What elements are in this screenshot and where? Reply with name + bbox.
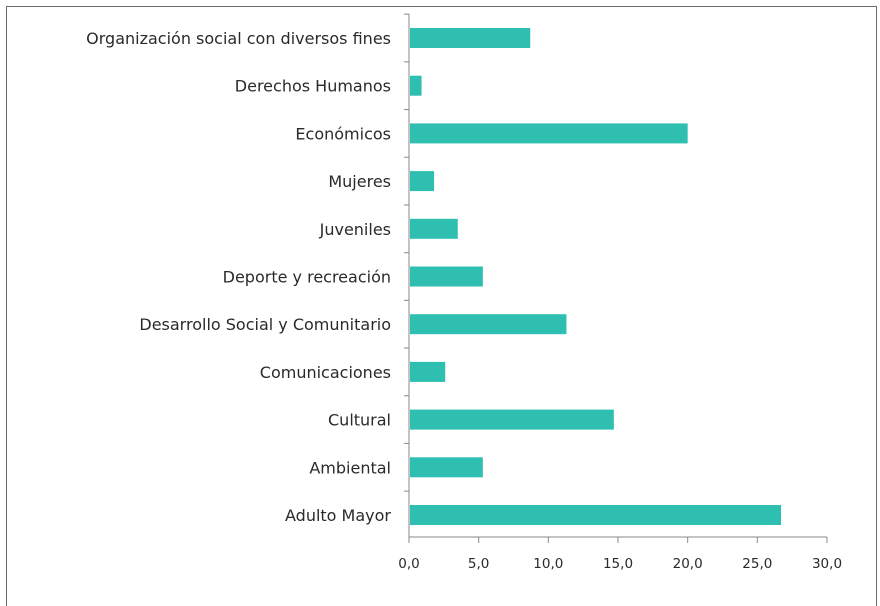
bar: [410, 123, 688, 144]
x-tick-label: 20,0: [673, 556, 703, 572]
x-tick-label: 25,0: [742, 556, 772, 572]
bar: [410, 314, 567, 335]
category-label: Económicos: [295, 124, 391, 143]
bar: [410, 75, 422, 96]
bar: [410, 28, 531, 48]
x-tick-label: 5,0: [468, 556, 489, 572]
category-label: Derechos Humanos: [235, 77, 391, 96]
category-label: Organización social con diversos fines: [86, 29, 391, 48]
category-label: Cultural: [328, 411, 391, 430]
category-label: Ambiental: [309, 458, 391, 477]
bar: [410, 218, 458, 239]
bar: [410, 266, 483, 287]
bar: [410, 361, 446, 382]
bar: [410, 409, 614, 430]
category-label: Juveniles: [319, 220, 391, 239]
chart-frame: [6, 6, 877, 606]
bar: [410, 457, 483, 478]
category-label: Desarrollo Social y Comunitario: [139, 315, 391, 334]
category-label: Adulto Mayor: [285, 506, 391, 525]
x-tick-label: 10,0: [533, 556, 563, 572]
category-label: Comunicaciones: [260, 363, 391, 382]
bar: [410, 171, 435, 192]
category-label: Mujeres: [328, 172, 391, 191]
category-label: Deporte y recreación: [223, 268, 391, 287]
x-tick-label: 30,0: [812, 556, 842, 572]
bar: [410, 505, 782, 525]
x-tick-label: 0,0: [398, 556, 419, 572]
x-tick-label: 15,0: [603, 556, 633, 572]
bar-chart: Organización social con diversos fines De…: [86, 13, 842, 572]
